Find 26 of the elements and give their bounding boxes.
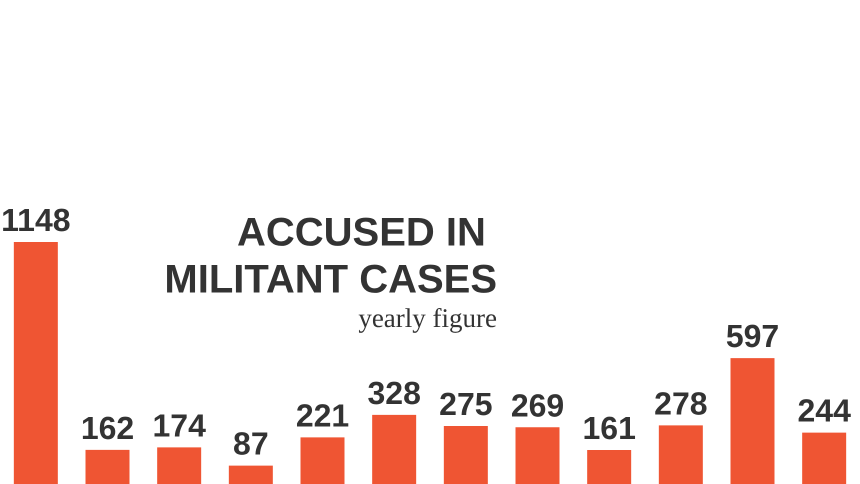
bar <box>587 450 632 484</box>
bar <box>730 358 774 484</box>
bar <box>658 425 703 484</box>
bar <box>228 466 273 484</box>
bar <box>300 437 344 484</box>
data-label: 1148 <box>1 202 71 238</box>
data-label: 87 <box>233 426 269 462</box>
data-label: 328 <box>367 374 421 411</box>
chart-title: ACCUSED IN MILITANT CASES <box>164 210 497 302</box>
data-label: 221 <box>296 397 350 434</box>
data-label: 174 <box>152 407 206 444</box>
bar <box>14 242 58 484</box>
bar <box>802 432 846 484</box>
data-label: 162 <box>80 410 134 446</box>
text: yearly figure <box>358 303 498 333</box>
bar <box>86 450 130 484</box>
bar <box>516 427 560 484</box>
data-label: 244 <box>797 392 852 429</box>
data-label: 278 <box>654 385 708 422</box>
data-label: 275 <box>439 386 493 422</box>
bar <box>444 426 488 484</box>
data-label: 269 <box>510 387 564 424</box>
bar <box>157 447 202 484</box>
data-label: 161 <box>582 410 636 446</box>
bar <box>372 414 416 484</box>
data-label: 597 <box>726 318 780 354</box>
